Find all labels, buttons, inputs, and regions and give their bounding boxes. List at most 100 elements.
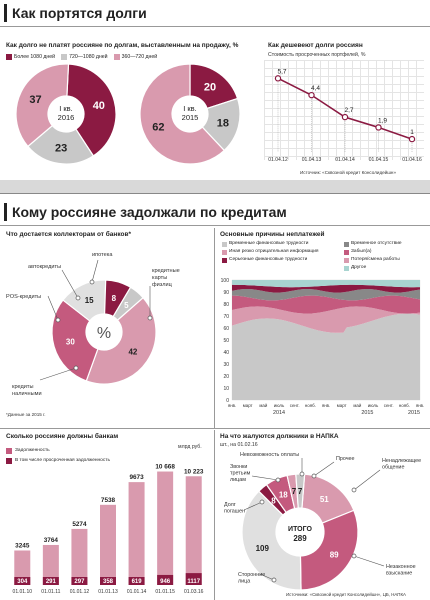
causes-area-chart: 0102030405060708090100янв.мартмайиюльсен… — [216, 276, 428, 428]
x-tick-label: 01.04.12 — [268, 157, 288, 163]
callout-dot — [90, 280, 94, 284]
section2-title: Кому россияне задолжали по кредитам — [4, 203, 287, 221]
x-tick-label: 01.01.15 — [155, 589, 175, 595]
slice-name-label: лицам — [230, 477, 246, 483]
bar-value-label: 946 — [160, 579, 171, 585]
line-value-label: 1,9 — [378, 117, 387, 124]
bar-value-label: 5274 — [72, 521, 87, 528]
x-tick-label: 01.04.13 — [302, 157, 322, 163]
callout-dot — [148, 316, 152, 320]
collectors-donut-chart: 42301585%кредитныекартыфизлицкредитынали… — [0, 240, 212, 418]
legend-item: Серьезные финансовые трудности — [222, 256, 319, 264]
slice-name-label: POS-кредиты — [6, 294, 41, 300]
slice-name-label: Незаконное — [386, 564, 416, 570]
slice-name-label: Звонки — [230, 464, 247, 470]
slice-name-label: кредитные — [152, 268, 180, 274]
bottom-source: Источники: «Сквозной кредит Консолидейшн… — [286, 592, 406, 597]
x-tick-label: июль — [274, 403, 285, 408]
slice-name-label: Прочее — [336, 456, 355, 462]
line-point — [376, 125, 381, 130]
x-tick-label: 01.04.16 — [402, 157, 422, 163]
causes-legend-right: Временное отсутствие Забыл(а) Потеря/сме… — [344, 240, 402, 272]
causes-title: Основные причины неплатежей — [220, 231, 324, 238]
slice-value-label: 37 — [29, 94, 41, 106]
y-tick-label: 60 — [223, 326, 229, 332]
slice-name-label: кредиты — [12, 384, 34, 390]
bar-value-label: 3764 — [44, 537, 59, 544]
slice-value-label: 23 — [55, 142, 67, 154]
complaints-donut-chart: 518910981877ИТОГО289НенадлежащееобщениеН… — [216, 448, 428, 594]
line-value-label: 2,7 — [344, 107, 353, 114]
slice-value-label: 30 — [66, 338, 75, 347]
slice-name-label: Долг — [224, 502, 236, 508]
callout-line — [92, 260, 98, 282]
slice-name-label: Сторонние — [238, 572, 265, 578]
x-tick-label: янв. — [322, 403, 330, 408]
bar-value-label: 3245 — [15, 542, 30, 549]
legend-item: Потеря/смена работы — [344, 256, 402, 264]
bar-total — [186, 476, 202, 585]
slice-name-label: третьим — [230, 471, 251, 477]
debt-bar-chart: 324530401.01.10376429101.01.11527429701.… — [0, 450, 214, 598]
line-point — [275, 76, 280, 81]
callout-dot — [76, 296, 80, 300]
section1-source: Источник: «Сквозной кредит Консолидейшн» — [300, 170, 396, 175]
divider — [0, 428, 430, 429]
slice-value-label: 20 — [204, 81, 216, 93]
slice-name-label: наличными — [12, 391, 42, 397]
x-tick-label: май — [259, 403, 267, 408]
x-tick-label: нояб. — [305, 403, 316, 408]
complaints-title: На что жалуются должники в НАПКА — [220, 433, 339, 440]
divider — [0, 26, 430, 27]
legend-item: Забыл(а) — [344, 248, 402, 256]
callout-dot — [74, 366, 78, 370]
slice-value-label: 15 — [85, 296, 94, 305]
donut-center-label: I кв. — [183, 104, 197, 113]
section1-donut-charts: 402337201862I кв.2016I кв.2015 — [0, 62, 260, 174]
line-point — [409, 136, 414, 141]
callout-dot — [352, 554, 356, 558]
bar-value-label: 304 — [17, 579, 28, 585]
bar-value-label: 291 — [46, 579, 57, 585]
slice-name-label: ипотека — [92, 252, 113, 258]
bar-value-label: 619 — [132, 579, 143, 585]
slice-name-label: автокредиты — [28, 264, 61, 270]
bar-value-label: 297 — [74, 579, 85, 585]
legend-item: 360—720 дней — [114, 54, 158, 60]
bar-total — [129, 482, 145, 585]
callout-line — [314, 462, 334, 476]
y-tick-label: 50 — [223, 338, 229, 344]
callout-dot — [300, 472, 304, 476]
bar-value-label: 9673 — [129, 474, 144, 481]
legend-item: Другое — [344, 264, 402, 272]
slice-value-label: 8 — [112, 294, 117, 303]
callout-line — [40, 368, 76, 380]
y-tick-label: 20 — [223, 374, 229, 380]
line-chart: 5,701.04.124,401.04.132,701.04.141,901.0… — [264, 60, 428, 170]
bar-value-label: 10 668 — [155, 464, 175, 471]
slice-name-label: физлиц — [152, 282, 173, 288]
slice-value-label: 62 — [152, 121, 164, 133]
section1-title: Как портятся долги — [4, 4, 147, 22]
line-value-label: 1 — [410, 129, 414, 136]
legend-item: Временные финансовые трудности — [222, 240, 319, 248]
collectors-title: Что достается коллекторам от банков* — [6, 231, 131, 238]
x-tick-label: нояб. — [399, 403, 410, 408]
x-tick-label: янв. — [228, 403, 236, 408]
legend-item: Временное отсутствие — [344, 240, 402, 248]
bar-total — [157, 472, 173, 585]
legend-item: 720—1080 дней — [61, 54, 108, 60]
bar-value-label: 358 — [103, 579, 114, 585]
slice-value-label: 89 — [330, 550, 339, 559]
slice-value-label: 5 — [124, 301, 129, 310]
callout-line — [252, 476, 278, 480]
callout-line — [354, 470, 380, 490]
callout-dot — [272, 578, 276, 582]
line-value-label: 4,4 — [311, 85, 320, 92]
y-tick-label: 40 — [223, 350, 229, 356]
vertical-divider — [214, 430, 215, 600]
legend-item: Иная резко отрицательная информация — [222, 248, 319, 256]
line-value-label: 5,7 — [277, 68, 286, 75]
callout-dot — [352, 488, 356, 492]
y-tick-label: 80 — [223, 302, 229, 308]
